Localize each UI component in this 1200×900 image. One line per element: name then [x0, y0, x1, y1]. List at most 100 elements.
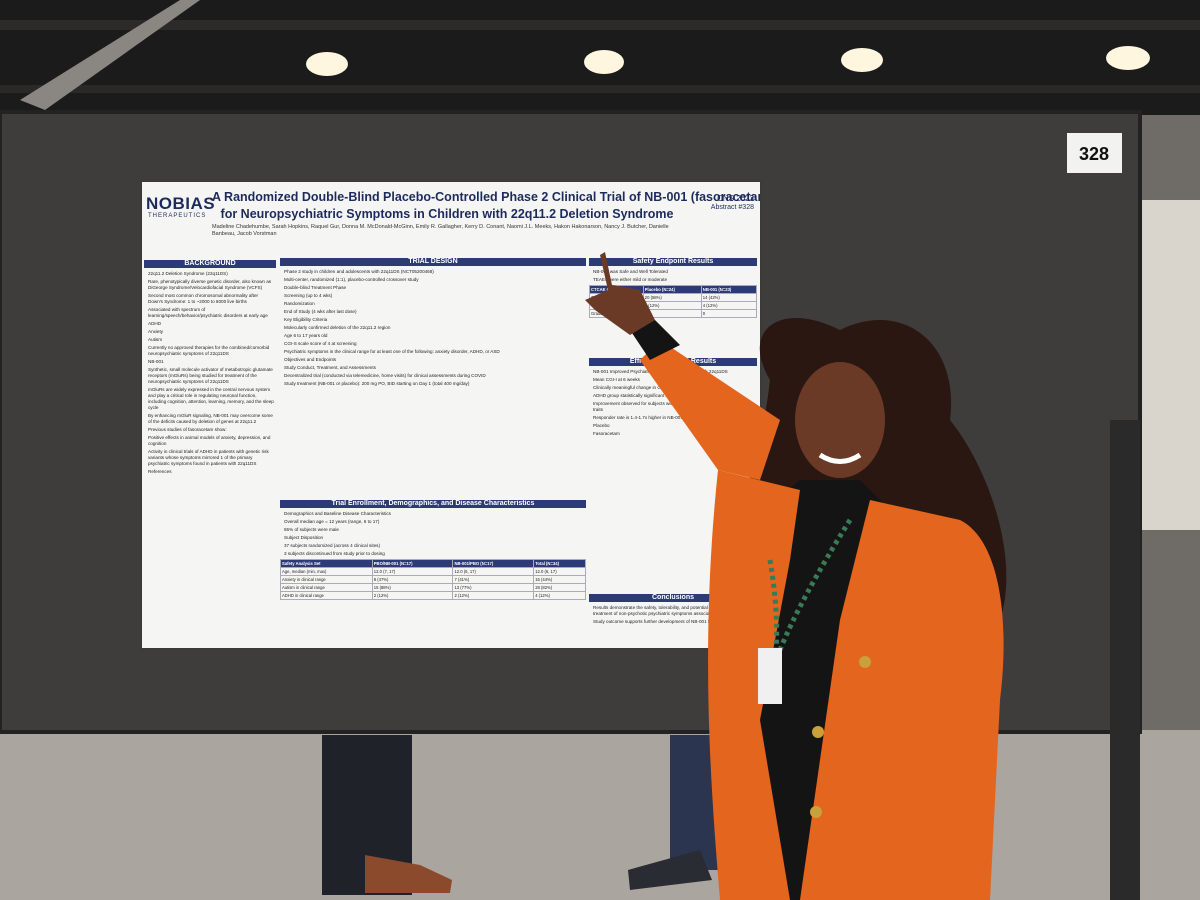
- table-cell: 15 (88%): [371, 583, 454, 592]
- table-cell: 12.0 (6, 17): [452, 567, 535, 576]
- section-text: Molecularly confirmed deletion of the 22…: [284, 325, 391, 330]
- table-cell: Autism in clinical range: [280, 583, 373, 592]
- data-table: CTCAE Grade Placebo (N=24) NB-001 (N=23) Gr…: [589, 285, 757, 318]
- table-cell: 8 (47%): [371, 575, 454, 584]
- visitor-legs: [670, 735, 735, 870]
- section-text: Double-blind Treatment Phase: [284, 285, 347, 290]
- section-text: NB-001: [148, 359, 164, 364]
- section-text: Study outcome supports further developme…: [593, 619, 734, 624]
- table-cell: 4 (12%): [642, 301, 702, 310]
- section-text: End of Study (4 wks after last dose): [284, 309, 357, 314]
- section-text: 65% of subjects were male: [284, 527, 339, 532]
- ceiling-light: [306, 52, 348, 76]
- section-text: Mean CGI-I at 6 weeks: [593, 377, 640, 382]
- section-heading: BACKGROUND: [144, 260, 276, 268]
- section-text: Objectives and Endpoints: [284, 357, 337, 362]
- section-text: Randomization: [284, 301, 315, 306]
- table-row: Grade 1 20 (58%) 14 (42%): [589, 293, 757, 302]
- table-cell: ADHD in clinical range: [280, 591, 373, 600]
- section-heading: Safety Endpoint Results: [589, 258, 757, 266]
- section-text: Decentralized trial (conducted via telem…: [284, 373, 486, 378]
- table-row: CTCAE Grade Placebo (N=24) NB-001 (N=23): [589, 285, 757, 294]
- section-text: NB-001 was Safe and Well Tolerated: [593, 269, 668, 274]
- table-cell: PBO/NB-001 (N=17): [371, 559, 454, 568]
- booth-sign: [1067, 133, 1122, 173]
- table-cell: 28 (82%): [533, 583, 586, 592]
- table-cell: Grade 3-5: [589, 309, 644, 318]
- table-row: Safety Analysis Set PBO/NB-001 (N=17) NB-0…: [280, 559, 586, 568]
- table-row: Autism in clinical range 15 (88%) 13 (77%)…: [280, 583, 586, 592]
- section-heading: Conclusions: [589, 594, 757, 602]
- visitor-shoe: [628, 850, 712, 890]
- section-text: ADHD group statistically significant des…: [593, 393, 697, 398]
- section-text: Overall median age = 12 years (range, 6 …: [284, 519, 380, 524]
- table-cell: 14 (42%): [700, 293, 757, 302]
- section-heading: Trial Enrollment, Demographics, and Dise…: [280, 500, 586, 508]
- poster-section: Conclusions Results demonstrate the safet…: [589, 594, 757, 646]
- section-heading: TRIAL DESIGN: [280, 258, 586, 266]
- table-cell: Grade 1: [589, 293, 644, 302]
- section-text: Age 6 to 17 years old: [284, 333, 328, 338]
- section-text: Psychiatric symptoms in the clinical ran…: [284, 349, 500, 354]
- section-text: TEAEs were either mild or moderate: [593, 277, 668, 282]
- table-cell: Safety Analysis Set: [280, 559, 373, 568]
- table-cell: 15 (44%): [533, 575, 586, 584]
- section-text: Screening (up to 4 wks): [284, 293, 333, 298]
- table-cell: CTCAE Grade: [589, 285, 644, 294]
- section-text: NB-001 Improved Psychiatric Symptoms in …: [593, 369, 728, 374]
- section-text: Anxiety: [148, 329, 164, 334]
- section-text: References: [148, 469, 172, 474]
- conference: CNS 2023: [717, 194, 754, 203]
- poster-section: Efficacy Endpoint Results NB-001 Improved…: [589, 358, 757, 592]
- table-row: Anxiety in clinical range 8 (47%) 7 (41%) 1…: [280, 575, 586, 584]
- table-cell: 4 (12%): [533, 591, 586, 600]
- table-cell: NB-001 (N=23): [700, 285, 757, 294]
- logo-name: NOBIAS: [146, 194, 216, 213]
- abstract-number: Abstract #328: [710, 204, 754, 211]
- section-text: Associated with spectrum of learning/spe…: [148, 307, 268, 318]
- table-cell: 0: [700, 309, 757, 318]
- ceiling-light: [1106, 46, 1150, 70]
- authors: Madeline Chadehumbe, Sarah Hopkins, Raqu…: [212, 224, 669, 237]
- section-text: Study Conduct, Treatment, and Assessment…: [284, 365, 376, 370]
- poster: NOBIAS THERAPEUTICS A Randomized Double-…: [142, 182, 760, 648]
- table-row: ADHD in clinical range 2 (12%) 2 (12%) 4 (1…: [280, 591, 586, 600]
- poster-title: A Randomized Double-Blind Placebo-Contro…: [212, 190, 760, 204]
- section-text: Key Eligibility Criteria: [284, 317, 328, 322]
- section-text: Placebo: [593, 423, 610, 428]
- section-text: Study treatment (NB-001 or placebo): 200…: [284, 381, 470, 386]
- board-post: [1110, 420, 1140, 900]
- visitor-shoe: [365, 855, 452, 893]
- table-cell: Age, median (min, max): [280, 567, 373, 576]
- table-cell: Grade 2: [589, 301, 644, 310]
- section-text: ADHD: [148, 321, 162, 326]
- section-text: Synthetic, small molecule activator of m…: [148, 367, 273, 384]
- section-text: Previous studies of fasoracetam show:: [148, 427, 227, 432]
- section-text: Positive effects in animal models of anx…: [148, 435, 271, 446]
- poster-section: Trial Enrollment, Demographics, and Dise…: [280, 500, 586, 646]
- section-text: 3 subjects discontinued from study prior…: [284, 551, 385, 556]
- table-cell: 2 (12%): [371, 591, 454, 600]
- section-text: Subject Disposition: [284, 535, 324, 540]
- table-row: Age, median (min, max) 12.0 (7, 17) 12.0 (…: [280, 567, 586, 576]
- section-text: Clinically meaningful change in CGI-I fa…: [593, 385, 702, 390]
- section-text: mGluRs are widely expressed in the centr…: [148, 387, 274, 410]
- poster-section: BACKGROUND 22q11.2 Deletion Syndrome (22q…: [144, 260, 276, 644]
- section-text: CGI-S scale score of 4 at screening: [284, 341, 357, 346]
- table-cell: 20 (58%): [642, 293, 702, 302]
- section-text: Demographics and Baseline Disease Charac…: [284, 511, 391, 516]
- poster-title: for Neuropsychiatric Symptoms in Childre…: [220, 207, 674, 221]
- poster-section: Safety Endpoint Results NB-001 was Safe a…: [589, 258, 757, 358]
- table-cell: 7 (41%): [452, 575, 535, 584]
- ceiling-beam: [0, 85, 1200, 93]
- booth-number: 328: [1079, 144, 1109, 164]
- data-table: Safety Analysis Set PBO/NB-001 (N=17) NB-0…: [280, 559, 586, 600]
- section-text: 37 subjects randomized (across 4 clinica…: [284, 543, 380, 548]
- table-cell: Total (N=34): [533, 559, 586, 568]
- ceiling-light: [584, 50, 624, 74]
- section-text: Currently no approved therapies for the …: [148, 345, 270, 356]
- table-cell: Placebo (N=24): [642, 285, 702, 294]
- section-text: Phase 2 study in children and adolescent…: [284, 269, 434, 274]
